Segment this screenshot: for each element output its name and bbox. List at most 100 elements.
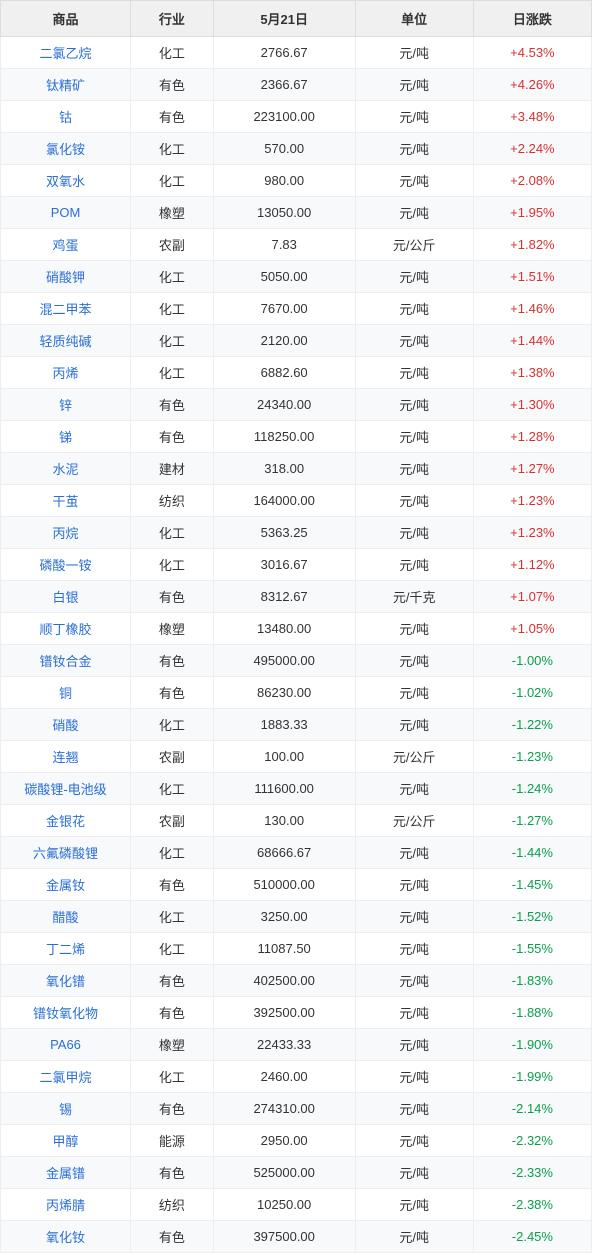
commodity-link[interactable]: 氧化钕 [1, 1221, 131, 1253]
price-cell: 24340.00 [213, 389, 355, 421]
commodity-link[interactable]: 鸡蛋 [1, 229, 131, 261]
unit-cell: 元/吨 [355, 965, 473, 997]
commodity-link[interactable]: 铜 [1, 677, 131, 709]
commodity-link[interactable]: 连翘 [1, 741, 131, 773]
commodity-link[interactable]: 甲醇 [1, 1125, 131, 1157]
commodity-link[interactable]: 碳酸锂-电池级 [1, 773, 131, 805]
industry-cell: 化工 [131, 293, 214, 325]
commodity-link[interactable]: 钛精矿 [1, 69, 131, 101]
table-row: 双氧水化工980.00元/吨+2.08% [1, 165, 592, 197]
price-cell: 5050.00 [213, 261, 355, 293]
commodity-link[interactable]: 氧化镨 [1, 965, 131, 997]
table-row: 氧化钕有色397500.00元/吨-2.45% [1, 1221, 592, 1253]
commodity-link[interactable]: 干茧 [1, 485, 131, 517]
industry-cell: 能源 [131, 1125, 214, 1157]
commodity-link[interactable]: 二氯甲烷 [1, 1061, 131, 1093]
industry-cell: 橡塑 [131, 197, 214, 229]
change-cell: +1.23% [473, 517, 591, 549]
change-cell: +3.48% [473, 101, 591, 133]
commodity-link[interactable]: 镨钕合金 [1, 645, 131, 677]
industry-cell: 化工 [131, 901, 214, 933]
commodity-link[interactable]: 镨钕氧化物 [1, 997, 131, 1029]
unit-cell: 元/吨 [355, 133, 473, 165]
commodity-link[interactable]: 六氟磷酸锂 [1, 837, 131, 869]
table-row: 甲醇能源2950.00元/吨-2.32% [1, 1125, 592, 1157]
commodity-link[interactable]: 丙烯腈 [1, 1189, 131, 1221]
commodity-link[interactable]: 钴 [1, 101, 131, 133]
industry-cell: 有色 [131, 997, 214, 1029]
price-cell: 6882.60 [213, 357, 355, 389]
unit-cell: 元/吨 [355, 101, 473, 133]
change-cell: +1.95% [473, 197, 591, 229]
change-cell: +2.24% [473, 133, 591, 165]
unit-cell: 元/吨 [355, 773, 473, 805]
commodity-link[interactable]: 二氯乙烷 [1, 37, 131, 69]
commodity-link[interactable]: 白银 [1, 581, 131, 613]
commodity-link[interactable]: 醋酸 [1, 901, 131, 933]
industry-cell: 有色 [131, 101, 214, 133]
change-cell: -1.22% [473, 709, 591, 741]
unit-cell: 元/吨 [355, 933, 473, 965]
table-row: PA66橡塑22433.33元/吨-1.90% [1, 1029, 592, 1061]
change-cell: -2.45% [473, 1221, 591, 1253]
commodity-link[interactable]: 混二甲苯 [1, 293, 131, 325]
commodity-link[interactable]: 轻质纯碱 [1, 325, 131, 357]
industry-cell: 有色 [131, 1221, 214, 1253]
change-cell: -2.38% [473, 1189, 591, 1221]
commodity-link[interactable]: 丙烯 [1, 357, 131, 389]
change-cell: -1.24% [473, 773, 591, 805]
price-cell: 11087.50 [213, 933, 355, 965]
commodity-link[interactable]: 双氧水 [1, 165, 131, 197]
commodity-link[interactable]: 锑 [1, 421, 131, 453]
price-cell: 22433.33 [213, 1029, 355, 1061]
price-cell: 10250.00 [213, 1189, 355, 1221]
industry-cell: 化工 [131, 517, 214, 549]
commodity-link[interactable]: 顺丁橡胶 [1, 613, 131, 645]
change-cell: -1.02% [473, 677, 591, 709]
price-cell: 402500.00 [213, 965, 355, 997]
commodity-link[interactable]: PA66 [1, 1029, 131, 1061]
table-row: 铜有色86230.00元/吨-1.02% [1, 677, 592, 709]
price-cell: 111600.00 [213, 773, 355, 805]
commodity-link[interactable]: 硝酸 [1, 709, 131, 741]
table-row: 金属钕有色510000.00元/吨-1.45% [1, 869, 592, 901]
industry-cell: 农副 [131, 805, 214, 837]
commodity-link[interactable]: 丙烷 [1, 517, 131, 549]
commodity-link[interactable]: 丁二烯 [1, 933, 131, 965]
table-row: 二氯甲烷化工2460.00元/吨-1.99% [1, 1061, 592, 1093]
commodity-link[interactable]: 磷酸一铵 [1, 549, 131, 581]
table-row: 二氯乙烷化工2766.67元/吨+4.53% [1, 37, 592, 69]
price-cell: 68666.67 [213, 837, 355, 869]
commodity-link[interactable]: POM [1, 197, 131, 229]
price-cell: 223100.00 [213, 101, 355, 133]
commodity-link[interactable]: 金银花 [1, 805, 131, 837]
change-cell: -1.44% [473, 837, 591, 869]
change-cell: +1.51% [473, 261, 591, 293]
industry-cell: 建材 [131, 453, 214, 485]
table-row: 钴有色223100.00元/吨+3.48% [1, 101, 592, 133]
commodity-link[interactable]: 锌 [1, 389, 131, 421]
unit-cell: 元/吨 [355, 485, 473, 517]
unit-cell: 元/吨 [355, 1061, 473, 1093]
commodity-link[interactable]: 硝酸钾 [1, 261, 131, 293]
table-row: 水泥建材318.00元/吨+1.27% [1, 453, 592, 485]
price-cell: 3250.00 [213, 901, 355, 933]
unit-cell: 元/吨 [355, 1221, 473, 1253]
commodity-link[interactable]: 锡 [1, 1093, 131, 1125]
price-cell: 86230.00 [213, 677, 355, 709]
change-cell: +1.30% [473, 389, 591, 421]
unit-cell: 元/吨 [355, 1093, 473, 1125]
unit-cell: 元/吨 [355, 677, 473, 709]
commodity-link[interactable]: 水泥 [1, 453, 131, 485]
price-cell: 1883.33 [213, 709, 355, 741]
table-row: 混二甲苯化工7670.00元/吨+1.46% [1, 293, 592, 325]
commodity-link[interactable]: 氯化铵 [1, 133, 131, 165]
change-cell: -1.27% [473, 805, 591, 837]
col-header-change: 日涨跌 [473, 1, 591, 37]
commodity-link[interactable]: 金属镨 [1, 1157, 131, 1189]
commodity-link[interactable]: 金属钕 [1, 869, 131, 901]
price-cell: 397500.00 [213, 1221, 355, 1253]
col-header-commodity: 商品 [1, 1, 131, 37]
industry-cell: 有色 [131, 389, 214, 421]
price-cell: 118250.00 [213, 421, 355, 453]
